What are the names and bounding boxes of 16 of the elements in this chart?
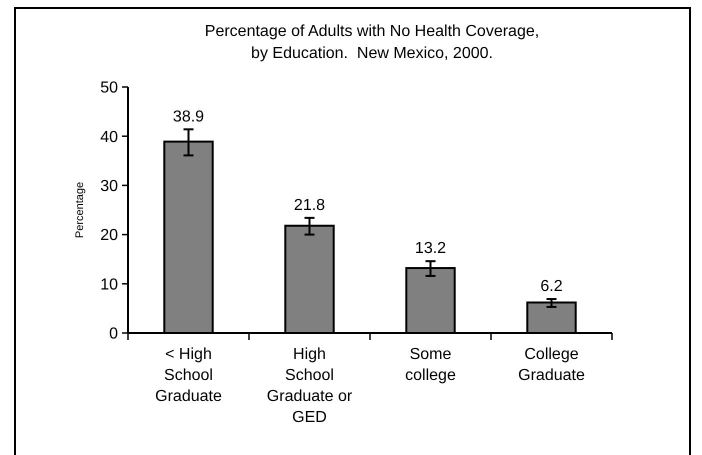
y-tick-label: 10 (100, 276, 118, 294)
data-label: 38.9 (172, 108, 204, 126)
y-tick-label: 40 (100, 128, 118, 146)
y-tick-label: 30 (100, 178, 118, 195)
y-axis-title: Percentage (74, 182, 86, 238)
y-tick-label: 20 (100, 227, 118, 244)
x-tick-label: College Graduate (518, 346, 585, 384)
x-tick-label: Some college (405, 346, 456, 384)
data-label: 21.8 (294, 196, 326, 214)
data-label: 13.2 (414, 240, 446, 258)
x-tick-label: High School Graduate or GED (266, 346, 353, 426)
y-tick-label: 50 (100, 80, 118, 97)
y-tick-label: 0 (109, 326, 118, 343)
data-label: 6.2 (540, 278, 563, 296)
chart-title: Percentage of Adults with No Health Coverage, by Education. New Mexico, 2000. (204, 23, 540, 62)
x-tick-label: < High School Graduate (155, 346, 222, 405)
